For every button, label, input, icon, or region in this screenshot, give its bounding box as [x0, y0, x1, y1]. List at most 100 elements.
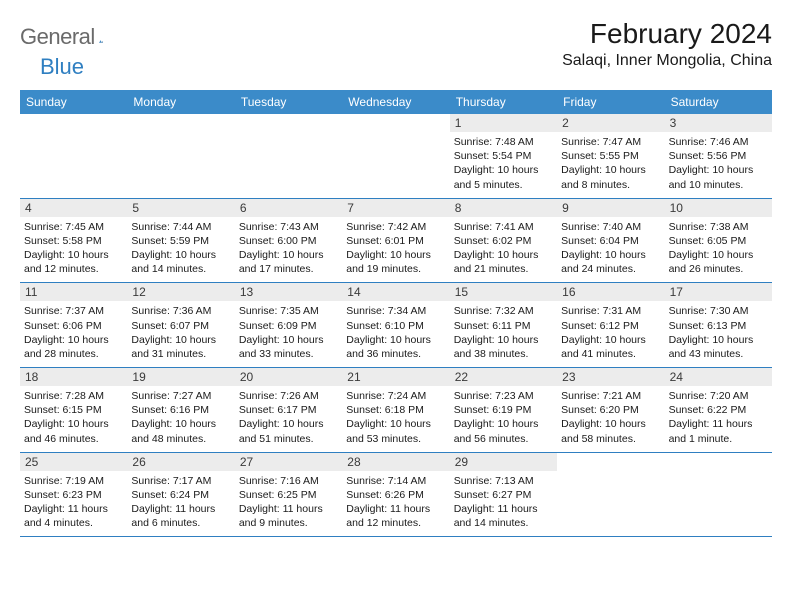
- day-number: 28: [342, 453, 449, 471]
- week-row: 11 Sunrise: 7:37 AMSunset: 6:06 PMDayligh…: [20, 283, 772, 368]
- day-details: Sunrise: 7:46 AMSunset: 5:56 PMDaylight:…: [669, 135, 768, 192]
- day-details: Sunrise: 7:43 AMSunset: 6:00 PMDaylight:…: [239, 220, 338, 277]
- day-header: Friday: [557, 90, 664, 114]
- day-cell: 1 Sunrise: 7:48 AMSunset: 5:54 PMDaylight…: [450, 114, 557, 198]
- day-number: 14: [342, 283, 449, 301]
- day-details: Sunrise: 7:14 AMSunset: 6:26 PMDaylight:…: [346, 474, 445, 531]
- day-cell: 22 Sunrise: 7:23 AMSunset: 6:19 PMDayligh…: [450, 368, 557, 452]
- empty-cell: [665, 453, 772, 537]
- day-header-row: SundayMondayTuesdayWednesdayThursdayFrid…: [20, 90, 772, 114]
- day-details: Sunrise: 7:13 AMSunset: 6:27 PMDaylight:…: [454, 474, 553, 531]
- day-number: 18: [20, 368, 127, 386]
- day-details: Sunrise: 7:48 AMSunset: 5:54 PMDaylight:…: [454, 135, 553, 192]
- day-details: Sunrise: 7:32 AMSunset: 6:11 PMDaylight:…: [454, 304, 553, 361]
- logo-sail-icon: [99, 30, 103, 46]
- day-details: Sunrise: 7:38 AMSunset: 6:05 PMDaylight:…: [669, 220, 768, 277]
- day-number: 7: [342, 199, 449, 217]
- title-block: February 2024 Salaqi, Inner Mongolia, Ch…: [562, 18, 772, 70]
- day-header: Tuesday: [235, 90, 342, 114]
- week-row: 4 Sunrise: 7:45 AMSunset: 5:58 PMDaylight…: [20, 199, 772, 284]
- day-cell: 14 Sunrise: 7:34 AMSunset: 6:10 PMDayligh…: [342, 283, 449, 367]
- logo-text-blue: Blue: [40, 54, 84, 80]
- day-cell: 24 Sunrise: 7:20 AMSunset: 6:22 PMDayligh…: [665, 368, 772, 452]
- day-cell: 10 Sunrise: 7:38 AMSunset: 6:05 PMDayligh…: [665, 199, 772, 283]
- day-header: Sunday: [20, 90, 127, 114]
- day-number: 16: [557, 283, 664, 301]
- day-details: Sunrise: 7:17 AMSunset: 6:24 PMDaylight:…: [131, 474, 230, 531]
- day-number: 22: [450, 368, 557, 386]
- day-details: Sunrise: 7:34 AMSunset: 6:10 PMDaylight:…: [346, 304, 445, 361]
- day-cell: 15Sunrise: 7:32 AMSunset: 6:11 PMDayligh…: [450, 283, 557, 367]
- day-details: Sunrise: 7:47 AMSunset: 5:55 PMDaylight:…: [561, 135, 660, 192]
- day-number: 3: [665, 114, 772, 132]
- day-details: Sunrise: 7:36 AMSunset: 6:07 PMDaylight:…: [131, 304, 230, 361]
- empty-cell: [342, 114, 449, 198]
- week-row: 25 Sunrise: 7:19 AMSunset: 6:23 PMDayligh…: [20, 453, 772, 538]
- day-number: 12: [127, 283, 234, 301]
- day-cell: 27 Sunrise: 7:16 AMSunset: 6:25 PMDayligh…: [235, 453, 342, 537]
- location: Salaqi, Inner Mongolia, China: [562, 52, 772, 70]
- day-cell: 26 Sunrise: 7:17 AMSunset: 6:24 PMDayligh…: [127, 453, 234, 537]
- empty-cell: [127, 114, 234, 198]
- day-cell: 6Sunrise: 7:43 AMSunset: 6:00 PMDaylight…: [235, 199, 342, 283]
- day-number: 5: [127, 199, 234, 217]
- day-header: Wednesday: [342, 90, 449, 114]
- empty-cell: [235, 114, 342, 198]
- day-cell: 12 Sunrise: 7:36 AMSunset: 6:07 PMDayligh…: [127, 283, 234, 367]
- day-details: Sunrise: 7:40 AMSunset: 6:04 PMDaylight:…: [561, 220, 660, 277]
- day-cell: 17 Sunrise: 7:30 AMSunset: 6:13 PMDayligh…: [665, 283, 772, 367]
- day-number: 29: [450, 453, 557, 471]
- day-details: Sunrise: 7:30 AMSunset: 6:13 PMDaylight:…: [669, 304, 768, 361]
- empty-cell: [557, 453, 664, 537]
- day-number: 2: [557, 114, 664, 132]
- day-number: 25: [20, 453, 127, 471]
- day-details: Sunrise: 7:45 AMSunset: 5:58 PMDaylight:…: [24, 220, 123, 277]
- day-number: 9: [557, 199, 664, 217]
- week-row: 1 Sunrise: 7:48 AMSunset: 5:54 PMDaylight…: [20, 114, 772, 199]
- logo-text-general: General: [20, 24, 95, 50]
- day-cell: 19Sunrise: 7:27 AMSunset: 6:16 PMDayligh…: [127, 368, 234, 452]
- day-cell: 8 Sunrise: 7:41 AMSunset: 6:02 PMDaylight…: [450, 199, 557, 283]
- day-number: 24: [665, 368, 772, 386]
- day-cell: 25 Sunrise: 7:19 AMSunset: 6:23 PMDayligh…: [20, 453, 127, 537]
- day-details: Sunrise: 7:28 AMSunset: 6:15 PMDaylight:…: [24, 389, 123, 446]
- day-details: Sunrise: 7:19 AMSunset: 6:23 PMDaylight:…: [24, 474, 123, 531]
- day-number: 26: [127, 453, 234, 471]
- day-cell: 16Sunrise: 7:31 AMSunset: 6:12 PMDayligh…: [557, 283, 664, 367]
- day-header: Thursday: [450, 90, 557, 114]
- day-cell: 20Sunrise: 7:26 AMSunset: 6:17 PMDayligh…: [235, 368, 342, 452]
- day-number: 10: [665, 199, 772, 217]
- day-cell: 11 Sunrise: 7:37 AMSunset: 6:06 PMDayligh…: [20, 283, 127, 367]
- day-number: 13: [235, 283, 342, 301]
- day-cell: 3 Sunrise: 7:46 AMSunset: 5:56 PMDaylight…: [665, 114, 772, 198]
- day-details: Sunrise: 7:16 AMSunset: 6:25 PMDaylight:…: [239, 474, 338, 531]
- day-details: Sunrise: 7:37 AMSunset: 6:06 PMDaylight:…: [24, 304, 123, 361]
- week-row: 18 Sunrise: 7:28 AMSunset: 6:15 PMDayligh…: [20, 368, 772, 453]
- day-number: 4: [20, 199, 127, 217]
- day-number: 1: [450, 114, 557, 132]
- day-cell: 2 Sunrise: 7:47 AMSunset: 5:55 PMDaylight…: [557, 114, 664, 198]
- empty-cell: [20, 114, 127, 198]
- day-details: Sunrise: 7:26 AMSunset: 6:17 PMDaylight:…: [239, 389, 338, 446]
- month-title: February 2024: [562, 18, 772, 50]
- calendar: SundayMondayTuesdayWednesdayThursdayFrid…: [20, 90, 772, 537]
- day-number: 27: [235, 453, 342, 471]
- day-number: 11: [20, 283, 127, 301]
- day-cell: 4 Sunrise: 7:45 AMSunset: 5:58 PMDaylight…: [20, 199, 127, 283]
- day-details: Sunrise: 7:20 AMSunset: 6:22 PMDaylight:…: [669, 389, 768, 446]
- day-details: Sunrise: 7:35 AMSunset: 6:09 PMDaylight:…: [239, 304, 338, 361]
- day-number: 17: [665, 283, 772, 301]
- day-details: Sunrise: 7:24 AMSunset: 6:18 PMDaylight:…: [346, 389, 445, 446]
- day-number: 21: [342, 368, 449, 386]
- day-cell: 29 Sunrise: 7:13 AMSunset: 6:27 PMDayligh…: [450, 453, 557, 537]
- day-details: Sunrise: 7:21 AMSunset: 6:20 PMDaylight:…: [561, 389, 660, 446]
- day-header: Saturday: [665, 90, 772, 114]
- day-details: Sunrise: 7:42 AMSunset: 6:01 PMDaylight:…: [346, 220, 445, 277]
- day-details: Sunrise: 7:23 AMSunset: 6:19 PMDaylight:…: [454, 389, 553, 446]
- day-details: Sunrise: 7:27 AMSunset: 6:16 PMDaylight:…: [131, 389, 230, 446]
- day-number: 8: [450, 199, 557, 217]
- day-cell: 5Sunrise: 7:44 AMSunset: 5:59 PMDaylight…: [127, 199, 234, 283]
- day-cell: 28 Sunrise: 7:14 AMSunset: 6:26 PMDayligh…: [342, 453, 449, 537]
- day-cell: 23Sunrise: 7:21 AMSunset: 6:20 PMDayligh…: [557, 368, 664, 452]
- day-details: Sunrise: 7:41 AMSunset: 6:02 PMDaylight:…: [454, 220, 553, 277]
